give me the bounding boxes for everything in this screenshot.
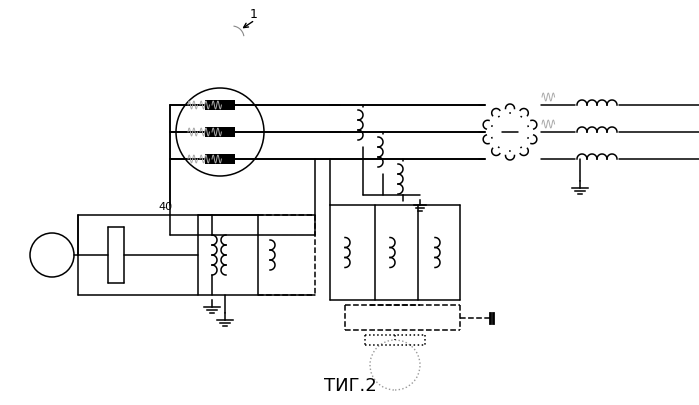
Bar [205, 100, 235, 110]
Bar [205, 154, 235, 164]
Text: ΤИГ.2: ΤИГ.2 [324, 377, 376, 395]
Text: 40: 40 [158, 202, 172, 212]
Bar [205, 127, 235, 137]
Text: 1: 1 [250, 8, 258, 21]
